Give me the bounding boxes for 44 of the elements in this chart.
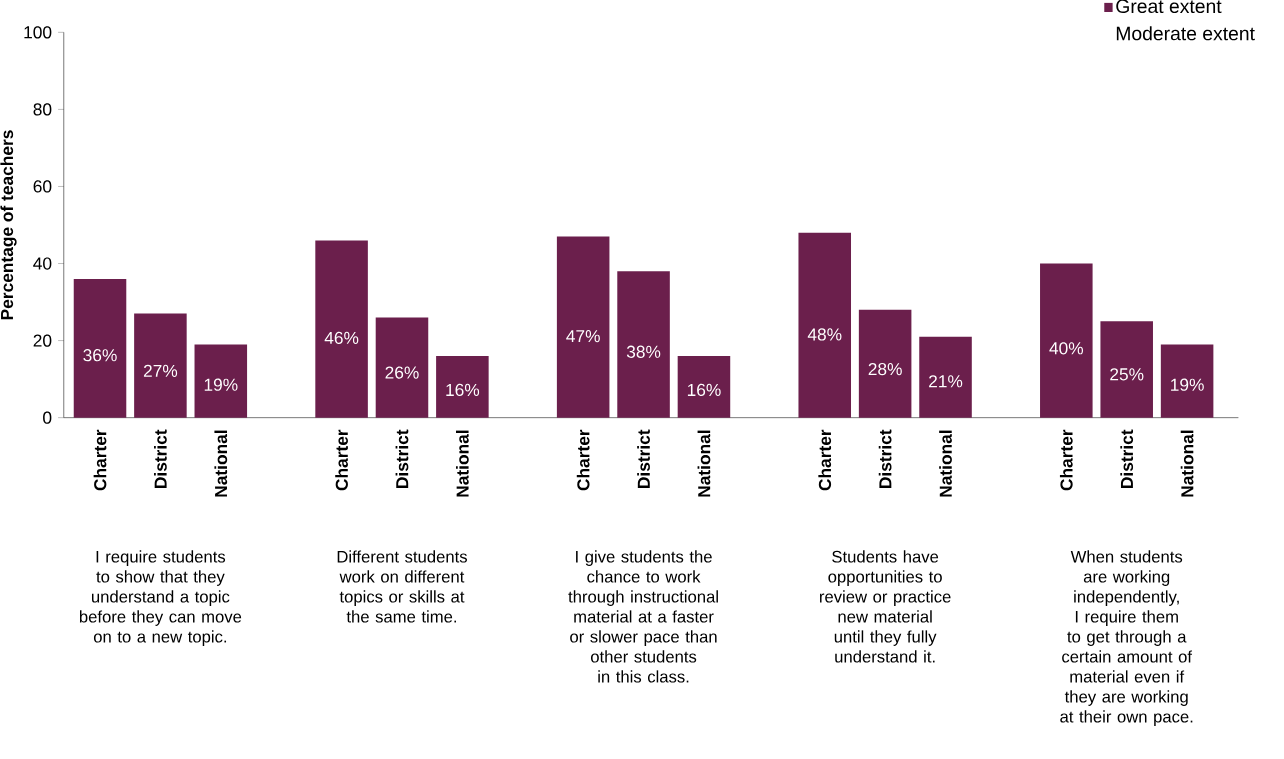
- text: I require students to show that they understand a topic before they can move on to a new topic.: [79, 550, 242, 646]
- y-tick-label: 80: [33, 103, 52, 116]
- x-tick-label: National: [214, 430, 228, 497]
- data-label: 26%: [385, 366, 419, 379]
- y-tick-label: 40: [33, 257, 52, 270]
- data-label: 46%: [324, 331, 359, 345]
- x-tick-label: National: [1180, 430, 1194, 497]
- text: When students are working independently, I require them to get through a certain amount of material even if they are working at their own pace.: [1060, 550, 1193, 726]
- data-label: 27%: [143, 364, 178, 377]
- y-tick-label: 0: [43, 411, 52, 424]
- x-tick-label: Charter: [93, 429, 107, 491]
- x-tick-label: Charter: [335, 429, 348, 491]
- data-label: 38%: [626, 345, 661, 358]
- text: Students have opportunities to review or practice new material until they fully understand it.: [820, 550, 951, 663]
- x-tick-label: District: [878, 429, 892, 488]
- data-label: 19%: [1171, 378, 1204, 391]
- y-axis-title: Percentage of teachers: [0, 130, 17, 320]
- data-label: 19%: [204, 378, 238, 391]
- x-tick-label: District: [1120, 429, 1134, 488]
- x-tick-label: Charter: [576, 429, 590, 491]
- y-tick-label: 60: [33, 180, 52, 193]
- x-tick-label: National: [939, 430, 952, 497]
- data-label: 48%: [807, 328, 842, 341]
- x-tick-label: District: [637, 429, 650, 488]
- x-tick-label: District: [395, 429, 409, 488]
- data-label: 16%: [446, 383, 480, 397]
- data-label: 25%: [1110, 368, 1144, 381]
- legend-label: Great extent: [1116, 0, 1222, 14]
- x-tick-label: Charter: [818, 429, 832, 491]
- x-tick-label: Charter: [1059, 429, 1073, 491]
- x-tick-label: National: [456, 430, 469, 497]
- text: Different students work on different topics or skills at the same time.: [337, 550, 467, 623]
- data-label: 16%: [687, 383, 721, 397]
- data-label: 28%: [868, 362, 902, 376]
- text: I give students the chance to work through instructional material at a faster or slower pace than other students in this class.: [568, 550, 718, 683]
- x-tick-label: National: [697, 430, 711, 497]
- y-tick-label: 100: [24, 26, 52, 39]
- data-label: 47%: [566, 330, 600, 343]
- y-tick-label: 20: [33, 334, 52, 347]
- data-label: 36%: [83, 349, 117, 362]
- data-label: 40%: [1049, 342, 1084, 355]
- data-label: 21%: [929, 375, 963, 388]
- x-tick-label: District: [154, 429, 167, 488]
- text: Moderate extent: [1116, 26, 1255, 41]
